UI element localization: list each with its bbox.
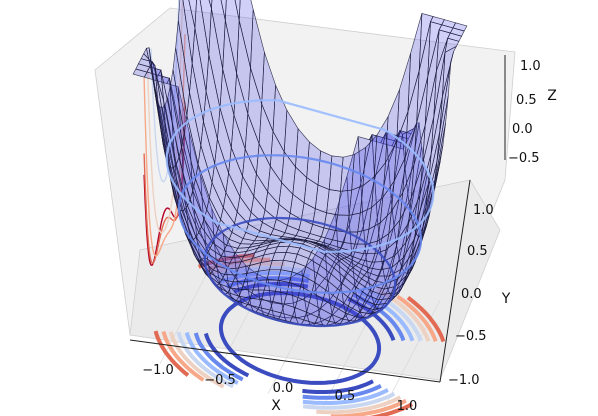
floor-contour-line <box>368 402 413 416</box>
y-tick-label: 0.5 <box>467 244 488 259</box>
y-axis: Y <box>439 179 511 383</box>
grid-line <box>267 270 333 394</box>
y-tick-label: 1.0 <box>473 203 494 218</box>
floor-contour-line <box>176 331 235 389</box>
floor-contour-line <box>193 332 244 382</box>
floor-contour-line <box>357 289 415 342</box>
y-tick-label: 0.0 <box>461 287 482 302</box>
x-axis-label: X <box>271 398 281 414</box>
floor-contour-line <box>168 331 225 389</box>
surface-contour-line <box>165 99 435 253</box>
surface-contour-line <box>177 154 423 294</box>
floor-contours <box>153 253 446 416</box>
z-tick-label: 1.0 <box>520 59 541 74</box>
surface-patch <box>234 0 241 21</box>
x-tick-label: 0.5 <box>335 389 356 404</box>
floor-contour-line <box>302 384 382 400</box>
y-axis-line <box>439 179 471 383</box>
x-tick-label: −0.5 <box>204 373 236 388</box>
floor-contour-line <box>219 271 310 284</box>
y-axis-label: Y <box>501 291 511 307</box>
floor-contour-line <box>316 395 402 415</box>
floor-contour-line <box>203 332 250 378</box>
z-tick-label: −0.5 <box>508 151 540 166</box>
floor-contour-line <box>330 398 407 416</box>
x-tick-label: 0.0 <box>273 381 294 396</box>
floor-contour-line <box>161 330 205 382</box>
floor-contour-line <box>208 261 285 277</box>
wall-contour-line <box>150 0 180 183</box>
y-tick-label: −1.0 <box>448 373 480 388</box>
z-axis-label: Z <box>547 88 557 104</box>
floor-contour-line <box>302 379 374 394</box>
floor-contour-line <box>184 332 239 385</box>
floor-contour-line <box>406 296 446 343</box>
floor-contour-line <box>376 287 431 342</box>
floor-contour-min <box>218 291 382 385</box>
x-axis: X <box>129 339 441 414</box>
tick-labels: −1.0 −0.5 0.0 0.5 1.0 −0.5 0.0 0.5 1.0 −1.0 −0.5 0.… <box>142 59 540 414</box>
x-tick-label: 1.0 <box>397 399 418 414</box>
floor-contour-line <box>302 388 389 405</box>
surface-contours <box>165 99 435 328</box>
surface-patch <box>238 0 254 68</box>
floor-contour-line <box>361 285 423 342</box>
floor-contour-line <box>302 391 396 410</box>
surface-patch <box>208 0 213 9</box>
z-tick-label: 0.0 <box>512 122 533 137</box>
floor-contour-line <box>396 294 438 343</box>
surface-patch <box>188 0 197 28</box>
y-tick-label: −0.5 <box>455 329 487 344</box>
surface <box>132 0 468 327</box>
z-axis: Z <box>504 55 557 160</box>
surface-patch <box>220 0 227 21</box>
wall-contour-line <box>146 0 184 234</box>
floor-contour-line <box>153 330 190 377</box>
floor-contour-line <box>226 276 310 289</box>
x-tick-label: −1.0 <box>142 363 174 378</box>
x-axis-line <box>129 339 441 383</box>
surface-contour-line <box>203 216 397 328</box>
z-tick-label: 0.5 <box>516 93 537 108</box>
